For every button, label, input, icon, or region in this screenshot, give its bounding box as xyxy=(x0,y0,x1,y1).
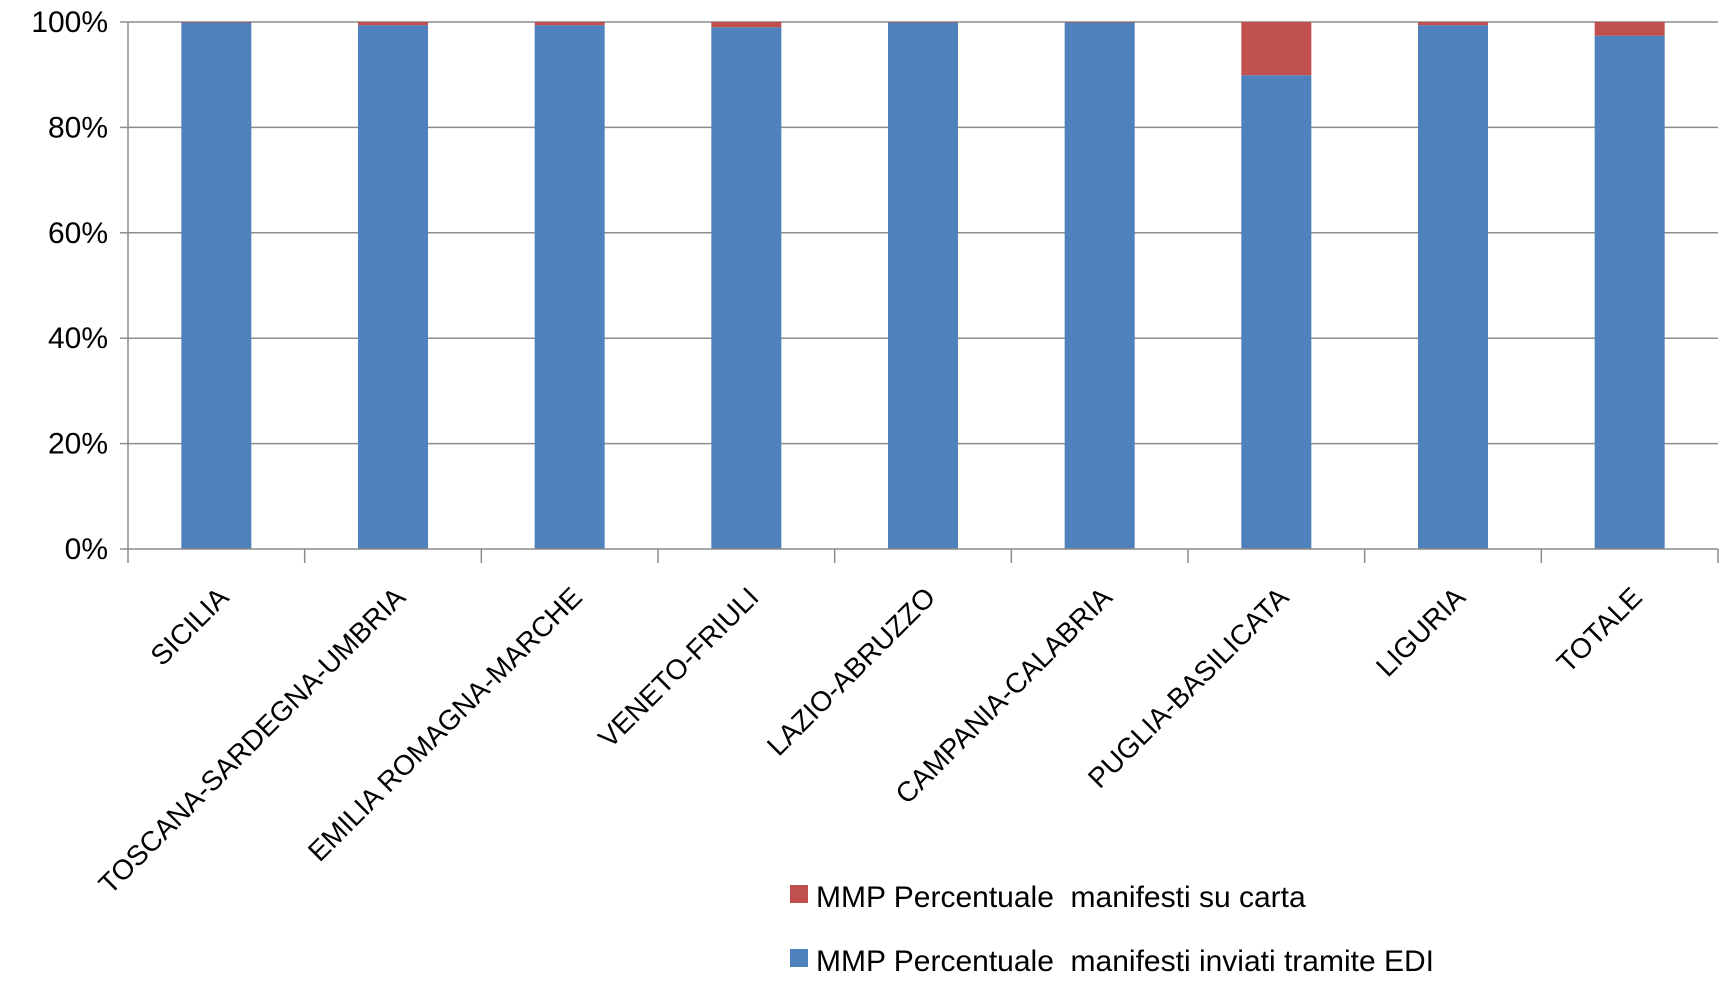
bar-segment xyxy=(181,22,252,23)
bar-segment xyxy=(711,22,782,28)
y-tick-label: 60% xyxy=(48,217,108,250)
legend-label: MMP Percentuale manifesti su carta xyxy=(816,881,1306,914)
x-tick-label: PUGLIA-BASILICATA xyxy=(1082,581,1295,794)
bar-segment xyxy=(888,22,958,550)
bar-segment xyxy=(1241,22,1312,76)
y-tick-label: 20% xyxy=(48,428,108,461)
bar-segment xyxy=(1418,25,1488,550)
bar-segment xyxy=(358,22,428,26)
bar-segment xyxy=(358,25,428,550)
legend: MMP Percentuale manifesti su carta MMP Pe… xyxy=(790,881,1434,978)
x-tick-label: LAZIO-ABRUZZO xyxy=(761,581,941,761)
legend-label: MMP Percentuale manifesti inviati tramit… xyxy=(816,945,1434,978)
bar-segment xyxy=(534,22,605,26)
bar-segment xyxy=(1064,22,1135,550)
bar-segment xyxy=(711,27,782,549)
bar-segment xyxy=(1418,22,1488,26)
bar-segment xyxy=(1594,35,1665,549)
bar-segment xyxy=(534,25,605,550)
legend-swatch xyxy=(790,885,808,903)
axes xyxy=(120,21,1719,563)
bar-segment xyxy=(888,22,958,23)
x-tick-label: VENETO-FRIULI xyxy=(592,581,764,753)
x-tick-label: EMILIA ROMAGNA-MARCHE xyxy=(302,581,588,867)
x-tick-label: TOTALE xyxy=(1551,581,1648,678)
y-tick-label: 40% xyxy=(48,322,108,355)
y-tick-label: 0% xyxy=(65,533,108,566)
bar-segment xyxy=(1064,22,1135,23)
legend-swatch xyxy=(790,949,808,967)
y-axis-ticks: 0% 20% 40% 60% 80% 100% xyxy=(31,6,108,566)
x-tick-label: LIGURIA xyxy=(1370,581,1471,682)
bar-segment xyxy=(1241,75,1312,550)
x-tick-label: TOSCANA-SARDEGNA-UMBRIA xyxy=(93,581,412,900)
x-tick-label: SICILIA xyxy=(144,581,234,671)
bars xyxy=(181,22,1665,550)
bar-segment xyxy=(1594,22,1665,36)
y-tick-label: 80% xyxy=(48,111,108,144)
bar-segment xyxy=(181,22,252,550)
y-tick-label: 100% xyxy=(31,6,108,39)
